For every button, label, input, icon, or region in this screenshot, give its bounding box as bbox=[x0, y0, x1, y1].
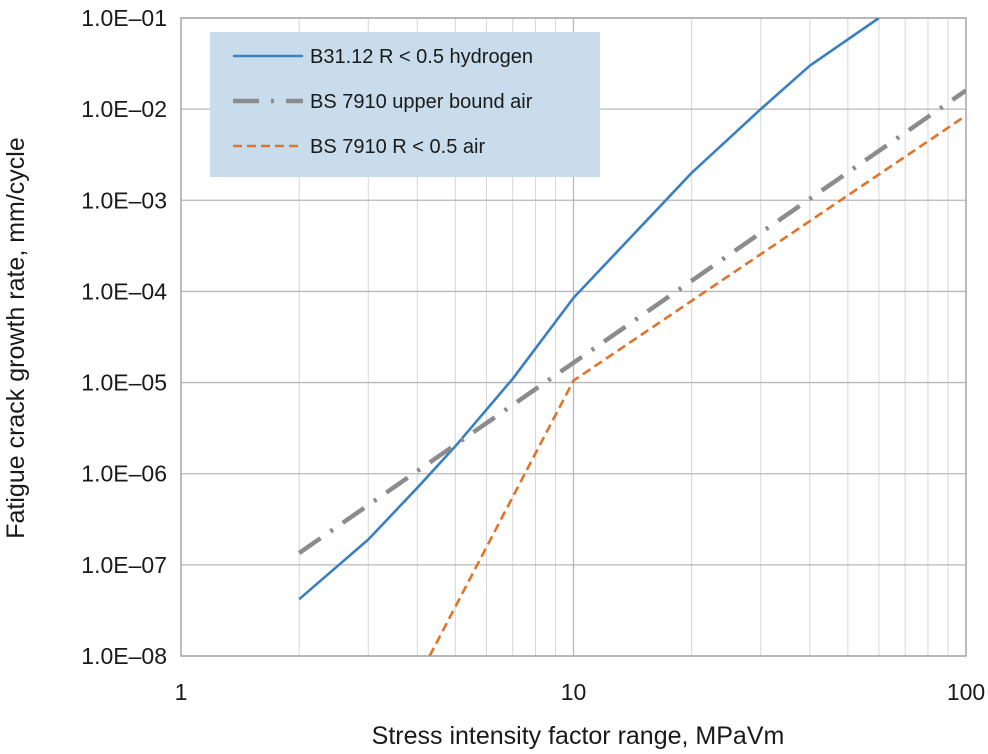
legend: B31.12 R < 0.5 hydrogen BS 7910 upper bou… bbox=[210, 32, 600, 177]
y-tick-label: 1.0E–06 bbox=[81, 461, 167, 487]
y-tick-label: 1.0E–01 bbox=[81, 5, 167, 31]
x-tick-labels: 1 10 100 bbox=[175, 679, 986, 705]
y-tick-label: 1.0E–07 bbox=[81, 552, 167, 578]
series-line-1 bbox=[298, 18, 880, 601]
y-tick-labels: 1.0E–08 1.0E–07 1.0E–06 1.0E–05 1.0E–04 1.0E–… bbox=[81, 5, 167, 669]
y-tick-label: 1.0E–04 bbox=[81, 278, 167, 304]
y-axis-title: Fatigue crack growth rate, mm/cycle bbox=[2, 137, 30, 539]
x-tick-label: 1 bbox=[175, 679, 188, 705]
y-tick-label: 1.0E–02 bbox=[81, 96, 167, 122]
series-lines bbox=[297, 18, 966, 656]
y-tick-label: 1.0E–08 bbox=[81, 643, 167, 669]
legend-label-1: B31.12 R < 0.5 hydrogen bbox=[310, 46, 533, 68]
series-line-2 bbox=[297, 88, 966, 555]
y-tick-label: 1.0E–05 bbox=[81, 370, 167, 396]
y-tick-label: 1.0E–03 bbox=[81, 187, 167, 213]
x-tick-label: 100 bbox=[947, 679, 985, 705]
plot-border bbox=[180, 17, 967, 657]
series-line-3 bbox=[428, 114, 966, 656]
x-axis-title: Stress intensity factor range, MPaVm bbox=[372, 722, 785, 750]
legend-label-3: BS 7910 R < 0.5 air bbox=[310, 136, 485, 158]
legend-label-2: BS 7910 upper bound air bbox=[310, 91, 533, 113]
x-tick-label: 10 bbox=[561, 679, 587, 705]
